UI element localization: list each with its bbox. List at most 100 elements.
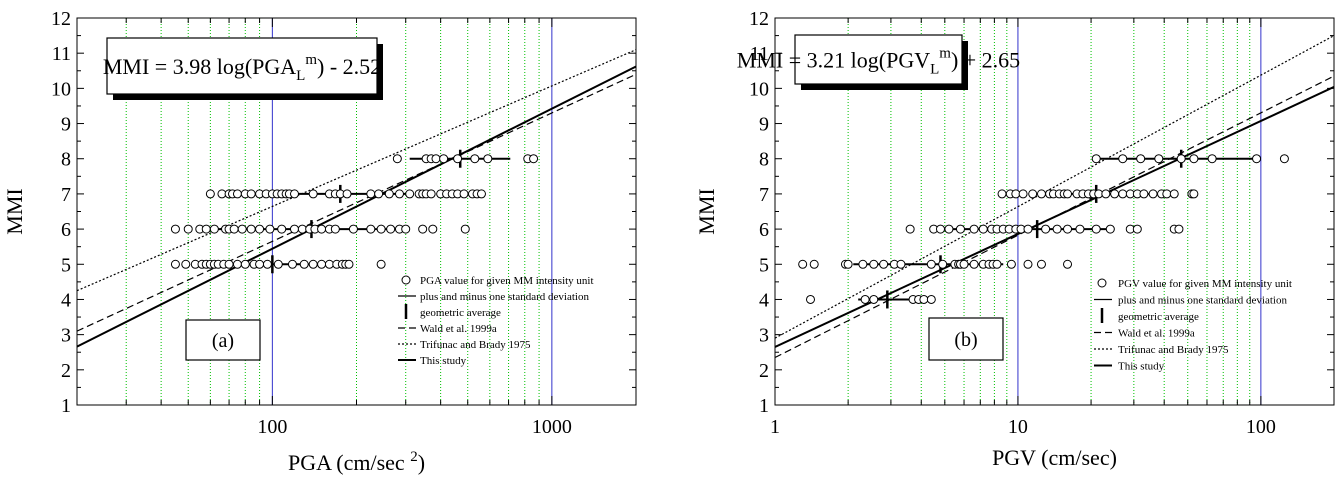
data-point [969, 224, 979, 234]
x-axis-label: PGV (cm/sec) [992, 445, 1117, 470]
data-point [277, 224, 287, 234]
data-point [170, 224, 180, 234]
y-axis-label: MMI [694, 188, 719, 234]
data-point [330, 224, 340, 234]
y-tick-label: 12 [749, 8, 769, 30]
data-point [460, 224, 470, 234]
data-point [938, 259, 948, 269]
line-this-study [775, 86, 1334, 348]
data-point [255, 259, 265, 269]
data-point [955, 224, 965, 234]
y-tick-label: 3 [759, 325, 769, 347]
data-point [1036, 259, 1046, 269]
legend-symbol-circle [1097, 278, 1107, 288]
data-point [926, 294, 936, 304]
data-point [297, 224, 307, 234]
data-point [959, 259, 969, 269]
data-point [476, 189, 486, 199]
data-point [978, 224, 988, 234]
line-trifunac-and-brady-1975 [775, 35, 1334, 339]
data-point [366, 224, 376, 234]
y-tick-label: 4 [61, 289, 71, 311]
data-point [809, 259, 819, 269]
data-point [879, 259, 889, 269]
data-point [287, 259, 297, 269]
y-tick-label: 5 [61, 254, 71, 276]
plot-area [775, 35, 1334, 359]
data-point [426, 189, 436, 199]
data-point [246, 189, 256, 199]
data-point [992, 259, 1002, 269]
data-point [470, 154, 480, 164]
data-point [348, 224, 358, 234]
y-tick-label: 10 [51, 78, 71, 100]
data-point [376, 259, 386, 269]
data-point [1162, 189, 1172, 199]
data-point [1091, 154, 1101, 164]
data-point [896, 259, 906, 269]
y-tick-label: 1 [61, 395, 71, 417]
legend-label: Wald et al. 1999a [420, 323, 497, 335]
data-point [1118, 189, 1128, 199]
data-point [384, 189, 394, 199]
line-this-study [77, 65, 636, 348]
data-point [869, 294, 879, 304]
data-point [1105, 224, 1115, 234]
data-point [1139, 189, 1149, 199]
data-point [1136, 154, 1146, 164]
data-point [246, 224, 256, 234]
x-tick-label: 1 [770, 416, 780, 438]
data-point [405, 189, 415, 199]
legend-label: plus and minus one standard deviation [1118, 295, 1287, 307]
data-point [366, 189, 376, 199]
data-point [997, 189, 1007, 199]
data-point [344, 259, 354, 269]
data-point [1063, 189, 1073, 199]
legend-label: This study [420, 355, 467, 367]
legend-label: Trifunac and Brady 1975 [1118, 344, 1229, 356]
data-point [376, 224, 386, 234]
data-point [1023, 259, 1033, 269]
data-point [232, 259, 242, 269]
data-point [1148, 189, 1158, 199]
y-tick-label: 6 [759, 219, 769, 241]
data-point [926, 259, 936, 269]
data-point [324, 259, 334, 269]
data-point [935, 224, 945, 234]
data-point [418, 224, 428, 234]
data-point [299, 259, 309, 269]
x-tick-label: 1000 [532, 416, 572, 438]
legend-label: Trifunac and Brady 1975 [420, 339, 531, 351]
data-point [1075, 224, 1085, 234]
data-point [392, 154, 402, 164]
data-point [439, 154, 449, 164]
data-point [1101, 189, 1111, 199]
data-point [1110, 189, 1120, 199]
data-point [1132, 224, 1142, 234]
data-point [342, 189, 352, 199]
data-point [459, 189, 469, 199]
data-point [265, 224, 275, 234]
data-point [224, 259, 234, 269]
x-axis-label: PGA (cm/sec 2) [288, 449, 425, 475]
legend-label: plus and minus one standard deviation [420, 291, 589, 303]
panel-label-box [928, 317, 1004, 361]
data-point [1169, 189, 1179, 199]
equation-box [794, 34, 963, 85]
data-point [170, 259, 180, 269]
legend-label: geometric average [420, 307, 501, 319]
y-tick-label: 1 [759, 395, 769, 417]
panel-label: (a) [212, 330, 234, 352]
y-tick-label: 10 [749, 78, 769, 100]
data-point [798, 259, 808, 269]
data-point [209, 224, 219, 234]
data-point [944, 224, 954, 234]
data-point [1018, 189, 1028, 199]
y-tick-label: 9 [61, 114, 71, 136]
data-point [1041, 224, 1051, 234]
data-point [805, 294, 815, 304]
data-point [869, 259, 879, 269]
